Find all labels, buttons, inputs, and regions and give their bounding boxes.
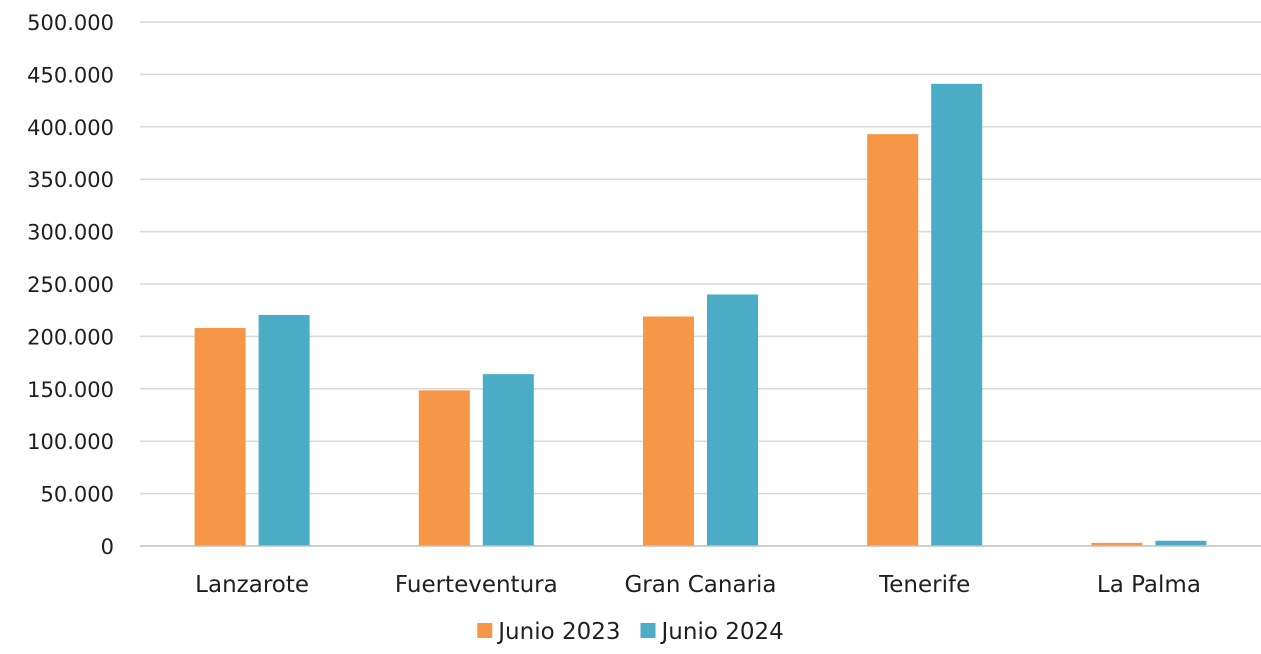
y-axis-tick-labels: 0 50.000 100.000 150.000 200.000 250.000 300.0…	[27, 11, 114, 559]
bar-lanzarote-0	[194, 328, 246, 546]
bar-fuerteventura-1	[482, 374, 534, 546]
y-tick-label: 100.000	[27, 430, 114, 454]
bar-gran-canaria-1	[707, 294, 758, 546]
y-tick-label: 250.000	[27, 273, 114, 297]
y-tick-label: 400.000	[27, 116, 114, 140]
bars	[194, 83, 1207, 547]
bar-gran-canaria-0	[643, 316, 694, 546]
bar-tenerife-0	[867, 134, 919, 547]
y-tick-label: 50.000	[41, 483, 114, 507]
y-tick-label: 450.000	[27, 63, 114, 87]
bar-lanzarote-1	[258, 314, 310, 546]
x-category-label: Gran Canaria	[624, 572, 776, 598]
y-tick-label: 300.000	[27, 221, 114, 245]
legend-label: Junio 2024	[660, 619, 784, 645]
gridlines	[140, 21, 1261, 495]
legend-label: Junio 2023	[496, 619, 620, 645]
legend-swatch	[640, 623, 656, 638]
bar-la-palma-0	[1091, 542, 1143, 546]
x-category-label: Tenerife	[878, 572, 970, 598]
x-axis-category-labels: Lanzarote Fuerteventura Gran Canaria Teneri…	[195, 572, 1201, 598]
x-category-label: Lanzarote	[195, 572, 309, 598]
bar-fuerteventura-0	[418, 390, 470, 546]
y-tick-label: 0	[101, 535, 114, 559]
y-tick-label: 500.000	[27, 11, 114, 35]
x-category-label: Fuerteventura	[395, 572, 558, 598]
bar-tenerife-1	[931, 83, 983, 546]
y-tick-label: 200.000	[27, 325, 114, 349]
x-category-label: La Palma	[1097, 572, 1201, 598]
bar-la-palma-1	[1155, 540, 1207, 546]
legend: Junio 2023 Junio 2024	[477, 619, 784, 645]
y-tick-label: 350.000	[27, 168, 114, 192]
legend-swatch	[477, 623, 493, 638]
y-tick-label: 150.000	[27, 378, 114, 402]
